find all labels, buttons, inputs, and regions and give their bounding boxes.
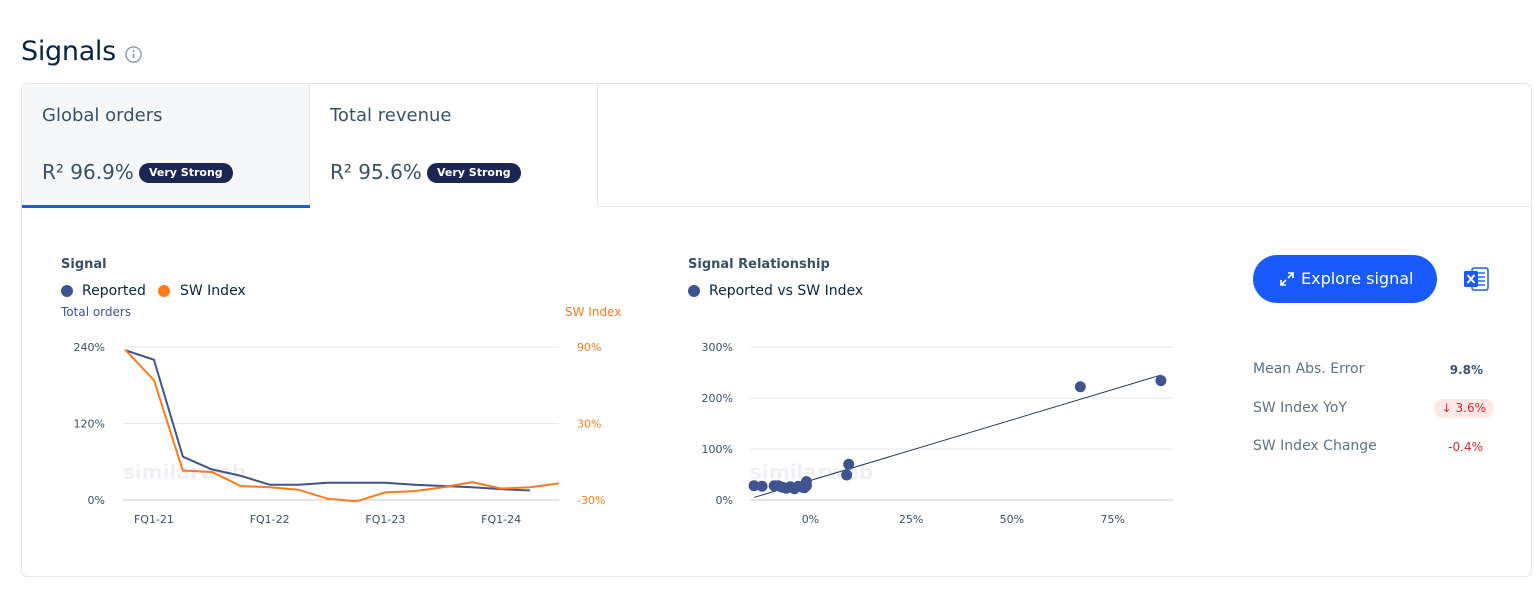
y-right-tick-label: 30% [577,418,601,431]
trendline [753,374,1162,498]
scatter-point [1155,375,1167,387]
arrow-down-icon: ↓ [1441,401,1452,415]
scatter-point [1074,381,1086,393]
legend-sw-index-label: SW Index [180,283,246,299]
tab-global-orders[interactable]: Global orders R² 96.9% Very Strong [22,84,310,208]
x-tick-label: 75% [1100,513,1124,526]
tab-total-revenue[interactable]: Total revenue R² 95.6% Very Strong [310,84,598,207]
legend-reported-dot [61,285,73,297]
x-tick-label: 50% [1000,513,1024,526]
y-left-tick-label: 120% [74,418,105,431]
r-squared-value: R² 95.6% [330,160,422,184]
relationship-chart-title: Signal Relationship [688,257,830,272]
legend-sw-index-dot [158,285,170,297]
legend-reported-label: Reported [82,283,146,299]
sw-index-line [124,348,560,503]
sw-index-yoy-value: 3.6% [1455,401,1487,415]
y-tick-label: 100% [702,443,733,456]
scatter-point [841,469,853,481]
info-icon[interactable] [124,45,143,64]
legend-scatter-dot [688,285,700,297]
r-squared-value: R² 96.9% [42,160,134,184]
signal-chart-title: Signal [61,257,107,272]
left-axis-title: Total orders [61,305,132,319]
explore-signal-button[interactable]: Explore signal [1253,255,1437,303]
strength-badge: Very Strong [139,163,233,183]
y-tick-label: 200% [702,392,733,405]
reported-line [124,349,531,492]
x-tick-label: FQ1-24 [481,513,521,526]
strength-badge: Very Strong [427,163,521,183]
right-axis-title: SW Index [565,305,622,319]
x-tick-label: FQ1-22 [250,513,290,526]
scatter-point [756,480,768,492]
mean-abs-error-label: Mean Abs. Error [1253,361,1365,377]
sw-index-yoy-badge: ↓ 3.6% [1433,399,1494,418]
y-tick-label: 300% [702,341,733,354]
page-title: Signals [21,36,116,67]
scatter-point [843,458,855,470]
y-left-tick-label: 0% [88,494,105,507]
sw-index-change-label: SW Index Change [1253,438,1377,454]
y-right-tick-label: 90% [577,341,601,354]
tab-label: Total revenue [330,105,452,126]
legend-scatter-label: Reported vs SW Index [709,283,864,299]
y-left-tick-label: 240% [74,341,105,354]
x-tick-label: 0% [802,513,819,526]
scatter-point [800,476,812,488]
sw-index-change-value: -0.4% [1448,440,1483,454]
x-tick-label: 25% [899,513,923,526]
signals-card: Global orders R² 96.9% Very Strong Total… [21,83,1532,577]
signal-relationship-scatter: similarweb 300%200%100%0%0% 25% 50% 75% [702,341,1173,526]
expand-icon [1280,272,1294,286]
explore-signal-label: Explore signal [1301,269,1414,288]
y-right-tick-label: -30% [577,494,605,507]
scatter-point [748,480,760,492]
tab-label: Global orders [42,105,163,126]
sw-index-yoy-label: SW Index YoY [1253,400,1347,416]
mean-abs-error-value: 9.8% [1449,363,1483,377]
y-tick-label: 0% [716,494,733,507]
signal-line-chart: similarweb 240%120%0%90%30%-30%FQ1-21 FQ1… [74,341,606,526]
signal-tabs: Global orders R² 96.9% Very Strong Total… [22,84,1531,208]
x-tick-label: FQ1-23 [365,513,405,526]
x-tick-label: FQ1-21 [134,513,174,526]
excel-export-icon[interactable] [1462,265,1490,293]
